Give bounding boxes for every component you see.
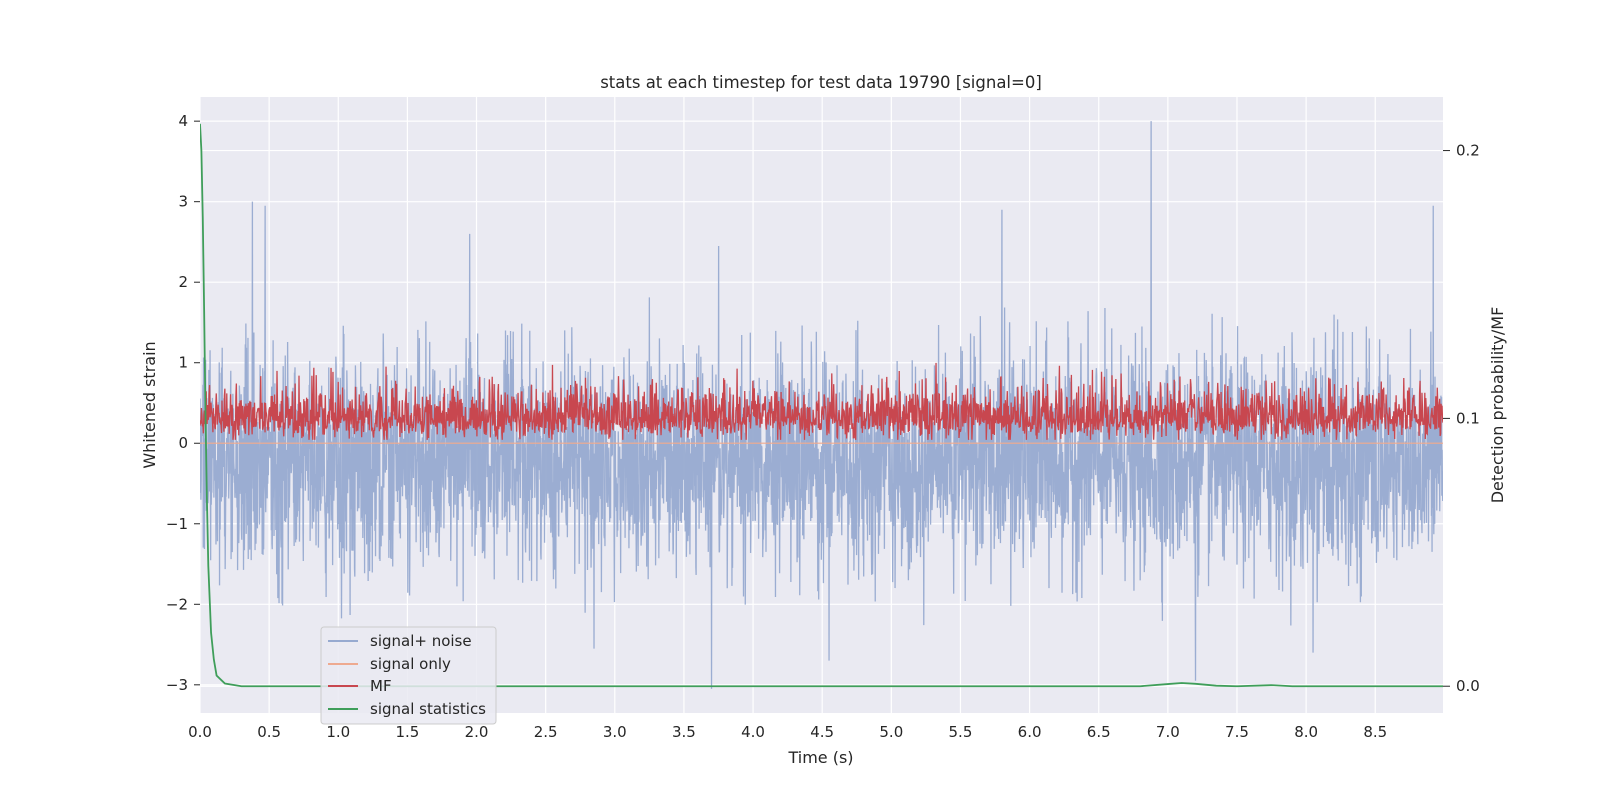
- y-tick-label-left: 3: [178, 193, 188, 211]
- x-tick-label: 0.0: [188, 723, 212, 741]
- series-mf: [200, 362, 1443, 440]
- x-tick-label: 0.5: [257, 723, 281, 741]
- chart-title: stats at each timestep for test data 197…: [600, 73, 1042, 92]
- x-tick-label: 1.0: [326, 723, 350, 741]
- y-tick-label-left: 4: [178, 112, 188, 130]
- x-tick-label: 8.5: [1363, 723, 1387, 741]
- legend-label-signal-statistics: signal statistics: [370, 700, 486, 718]
- y-tick-label-left: −2: [166, 595, 188, 613]
- x-tick-label: 5.5: [949, 723, 973, 741]
- x-tick-label: 6.5: [1087, 723, 1111, 741]
- x-tick-label: 7.5: [1225, 723, 1249, 741]
- x-tick-label: 2.0: [465, 723, 489, 741]
- legend-label-signal-noise: signal+ noise: [370, 632, 472, 650]
- x-tick-label: 2.5: [534, 723, 558, 741]
- y-tick-label-left: 0: [178, 434, 188, 452]
- axes: 0.0 0.5 1.0 1.5 2.0 2.5 3.0 3.5 4.0 4.5 5.0 5.5 6.0 6…: [166, 112, 1480, 741]
- legend: signal+ noise signal only MF signal stat…: [320, 626, 497, 725]
- x-tick-label: 3.5: [672, 723, 696, 741]
- y-axis-label-left: Whitened strain: [140, 341, 159, 468]
- x-axis-label: Time (s): [787, 748, 853, 767]
- x-tick-label: 8.0: [1294, 723, 1318, 741]
- y-tick-label-left: −1: [166, 515, 188, 533]
- x-tick-label: 6.0: [1018, 723, 1042, 741]
- y-tick-label-right: 0.1: [1456, 409, 1480, 427]
- x-tick-label: 5.0: [879, 723, 903, 741]
- legend-label-signal-only: signal only: [370, 655, 451, 673]
- y-axis-label-right: Detection probability/MF: [1488, 307, 1507, 504]
- y-tick-label-left: 2: [178, 273, 188, 291]
- y-tick-label-right: 0.0: [1456, 677, 1480, 695]
- y-tick-label-left: −3: [166, 676, 188, 694]
- x-tick-label: 7.0: [1156, 723, 1180, 741]
- x-tick-label: 1.5: [395, 723, 419, 741]
- legend-box: [320, 626, 497, 725]
- y-tick-label-left: 1: [178, 354, 188, 372]
- x-tick-label: 4.5: [810, 723, 834, 741]
- x-tick-label: 4.0: [741, 723, 765, 741]
- y-tick-label-right: 0.2: [1456, 142, 1480, 160]
- x-tick-label: 3.0: [603, 723, 627, 741]
- legend-label-mf: MF: [370, 677, 392, 695]
